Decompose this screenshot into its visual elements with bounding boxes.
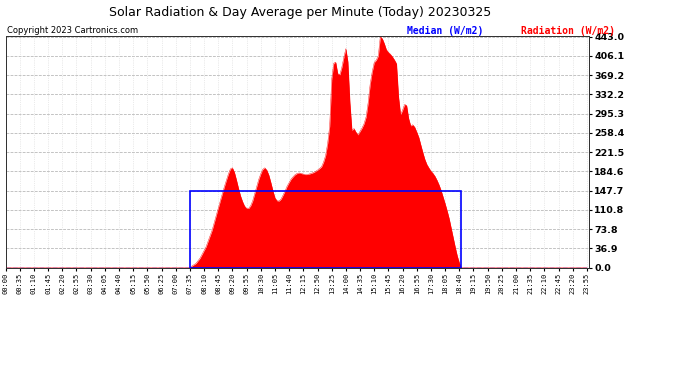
- Text: Median (W/m2): Median (W/m2): [407, 26, 484, 36]
- Text: Copyright 2023 Cartronics.com: Copyright 2023 Cartronics.com: [7, 26, 138, 35]
- Text: Solar Radiation & Day Average per Minute (Today) 20230325: Solar Radiation & Day Average per Minute…: [109, 6, 491, 19]
- Bar: [190, 190, 461, 268]
- Text: Radiation (W/m2): Radiation (W/m2): [521, 26, 615, 36]
